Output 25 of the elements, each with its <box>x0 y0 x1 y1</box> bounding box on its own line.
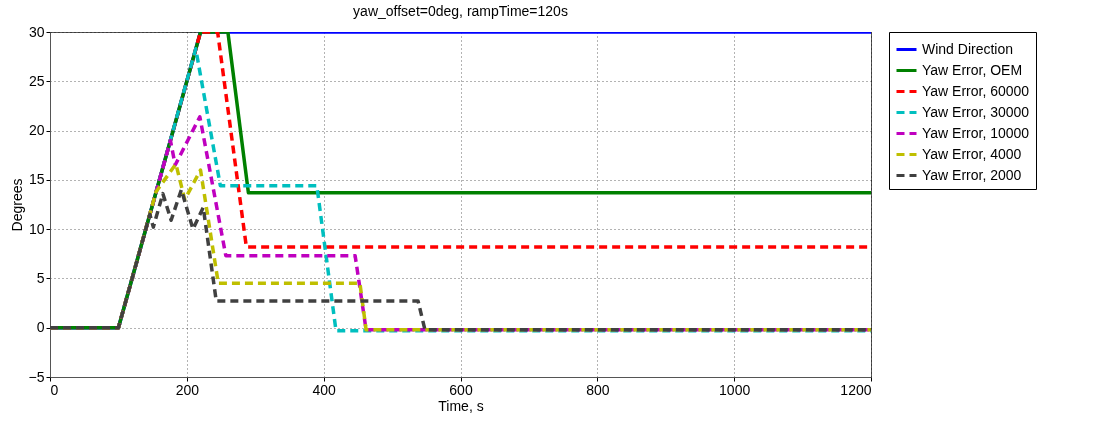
y-tick-label: 5 <box>36 269 45 286</box>
x-tick-label: 400 <box>312 381 337 398</box>
y-axis-title: Degrees <box>8 178 25 232</box>
legend-label: Yaw Error, 60000 <box>922 82 1030 99</box>
y-tick-label: 20 <box>28 122 45 139</box>
x-tick-label: 200 <box>175 381 200 398</box>
y-tick-label: 15 <box>28 171 45 188</box>
y-tick-label: 0 <box>36 319 45 336</box>
x-tick-label: 1000 <box>719 381 751 398</box>
x-tick-label: 600 <box>449 381 473 398</box>
legend-label: Yaw Error, 10000 <box>922 124 1030 141</box>
y-tick-label: 10 <box>28 220 45 237</box>
x-tick-label: 1200 <box>840 381 872 398</box>
y-tick-label: 25 <box>28 72 45 89</box>
legend-label: Yaw Error, 2000 <box>922 166 1022 183</box>
legend-label: Wind Direction <box>922 40 1014 57</box>
chart-title: yaw_offset=0deg, rampTime=120s <box>353 3 568 19</box>
legend-label: Yaw Error, 30000 <box>922 103 1030 120</box>
y-tick-label: −5 <box>28 368 45 385</box>
y-tick-label: 30 <box>28 23 45 40</box>
x-axis-title: Time, s <box>438 397 484 414</box>
x-tick-label: 800 <box>586 381 610 398</box>
x-tick-label: 0 <box>50 381 59 398</box>
legend-label: Yaw Error, 4000 <box>922 145 1022 162</box>
legend-label: Yaw Error, OEM <box>922 61 1023 78</box>
